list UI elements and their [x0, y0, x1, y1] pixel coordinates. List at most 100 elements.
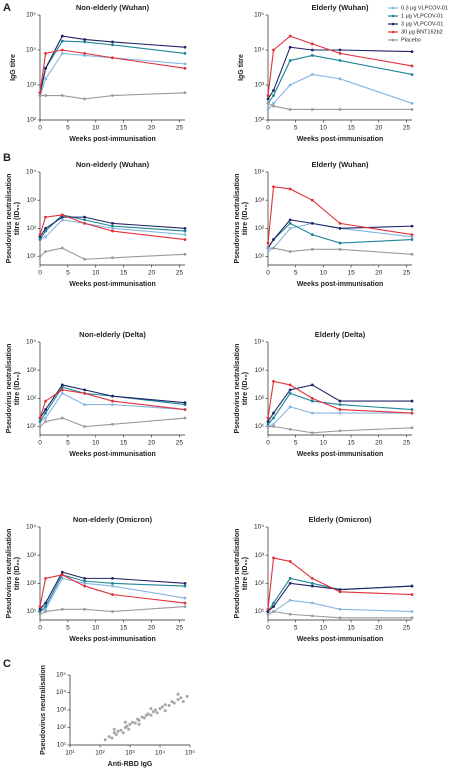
- series-line: [39, 389, 186, 419]
- data-point: [38, 612, 42, 616]
- y-tick-label: 10⁴: [26, 524, 36, 531]
- data-point: [38, 610, 42, 613]
- y-tick-label: 10³: [255, 82, 265, 89]
- data-point: [288, 581, 292, 585]
- scatter-point: [140, 715, 144, 719]
- x-tick-label: 10: [320, 270, 328, 277]
- x-tick-label: 20: [148, 440, 156, 447]
- y-tick-label: 10³: [255, 552, 265, 559]
- data-point: [288, 59, 292, 62]
- data-point: [266, 250, 270, 253]
- data-point: [44, 408, 47, 411]
- scatter-point: [181, 700, 185, 704]
- y-tick-label: 10³: [57, 707, 67, 714]
- x-tick-label: 15: [120, 625, 128, 632]
- legend-label: 1 μg VLPCOV-01: [401, 13, 443, 19]
- y-tick-label: 10¹: [255, 423, 265, 430]
- x-tick-label: 25: [403, 440, 411, 447]
- data-point: [288, 598, 292, 602]
- data-point: [338, 408, 342, 411]
- x-tick-label: 0: [266, 270, 270, 277]
- data-point: [183, 238, 187, 241]
- y-axis-label: titre (ID₅₀): [242, 202, 249, 235]
- y-axis-label: Pseudovirus neutralisation: [234, 344, 241, 434]
- x-tick-label: 10: [320, 125, 328, 132]
- y-tick-label: 10³: [255, 197, 265, 204]
- data-point: [272, 238, 275, 241]
- data-point: [310, 601, 314, 605]
- data-point: [44, 399, 47, 403]
- data-point: [288, 108, 292, 111]
- data-point: [183, 401, 187, 405]
- data-point: [111, 399, 114, 403]
- data-point: [338, 607, 342, 611]
- data-point: [183, 584, 187, 588]
- data-point: [83, 579, 87, 583]
- data-point: [410, 411, 414, 415]
- data-point: [111, 226, 114, 230]
- data-point: [266, 416, 270, 420]
- y-tick-label: 10³: [27, 82, 37, 89]
- series-line: [267, 54, 413, 104]
- chart-title: Non-elderly (Delta): [79, 330, 146, 339]
- data-point: [183, 408, 187, 411]
- y-tick-label: 10¹: [27, 423, 37, 430]
- data-point: [111, 224, 114, 228]
- series-line: [39, 384, 186, 419]
- data-point: [272, 185, 275, 189]
- y-tick-label: 10²: [255, 395, 265, 402]
- data-point: [310, 73, 314, 76]
- legend-label: 30 μg BNT162b2: [401, 29, 443, 35]
- data-point: [288, 83, 292, 87]
- data-point: [410, 610, 414, 613]
- data-point: [272, 416, 275, 420]
- scatter-point: [176, 697, 180, 701]
- x-tick-label: 15: [120, 270, 128, 277]
- data-point: [60, 391, 64, 395]
- scatter-point: [163, 709, 167, 713]
- data-point: [38, 235, 42, 239]
- chart-title: Non-elderly (Omicron): [73, 515, 153, 524]
- y-axis-label: IgG titre: [10, 54, 17, 81]
- data-point: [83, 54, 87, 57]
- series-line: [39, 214, 186, 241]
- data-point: [272, 246, 275, 250]
- scatter-point: [176, 692, 180, 696]
- data-point: [111, 256, 114, 260]
- data-point: [183, 62, 187, 66]
- data-point: [310, 221, 314, 225]
- data-point: [83, 218, 87, 222]
- x-tick-label: 0: [38, 625, 42, 632]
- x-axis-label: Weeks post-immunisation: [297, 136, 384, 143]
- x-tick-label: 10¹: [65, 750, 75, 757]
- x-tick-label: 25: [403, 625, 411, 632]
- data-point: [288, 427, 292, 431]
- y-tick-label: 10⁴: [26, 339, 36, 346]
- data-point: [44, 610, 47, 613]
- data-point: [60, 94, 64, 97]
- y-tick-label: 10³: [27, 367, 37, 374]
- data-point: [310, 399, 314, 403]
- x-tick-label: 25: [176, 125, 184, 132]
- data-point: [338, 241, 342, 245]
- data-point: [288, 391, 292, 395]
- data-point: [183, 226, 187, 230]
- x-tick-label: 0: [38, 125, 42, 132]
- x-tick-label: 25: [176, 270, 184, 277]
- y-axis-label: Pseudovirus neutralisation: [234, 174, 241, 264]
- data-point: [83, 607, 87, 611]
- scatter-point: [119, 728, 123, 732]
- data-point: [44, 51, 47, 55]
- data-point: [44, 607, 47, 611]
- data-point: [288, 576, 292, 580]
- data-point: [60, 246, 64, 250]
- data-point: [183, 581, 187, 585]
- data-point: [288, 405, 292, 409]
- x-tick-label: 5: [66, 625, 70, 632]
- scatter-point: [142, 716, 146, 720]
- series-line: [267, 557, 413, 610]
- scatter-point: [114, 732, 118, 736]
- scatter-point: [116, 729, 120, 733]
- y-tick-label: 10⁴: [26, 47, 36, 54]
- data-point: [272, 104, 275, 108]
